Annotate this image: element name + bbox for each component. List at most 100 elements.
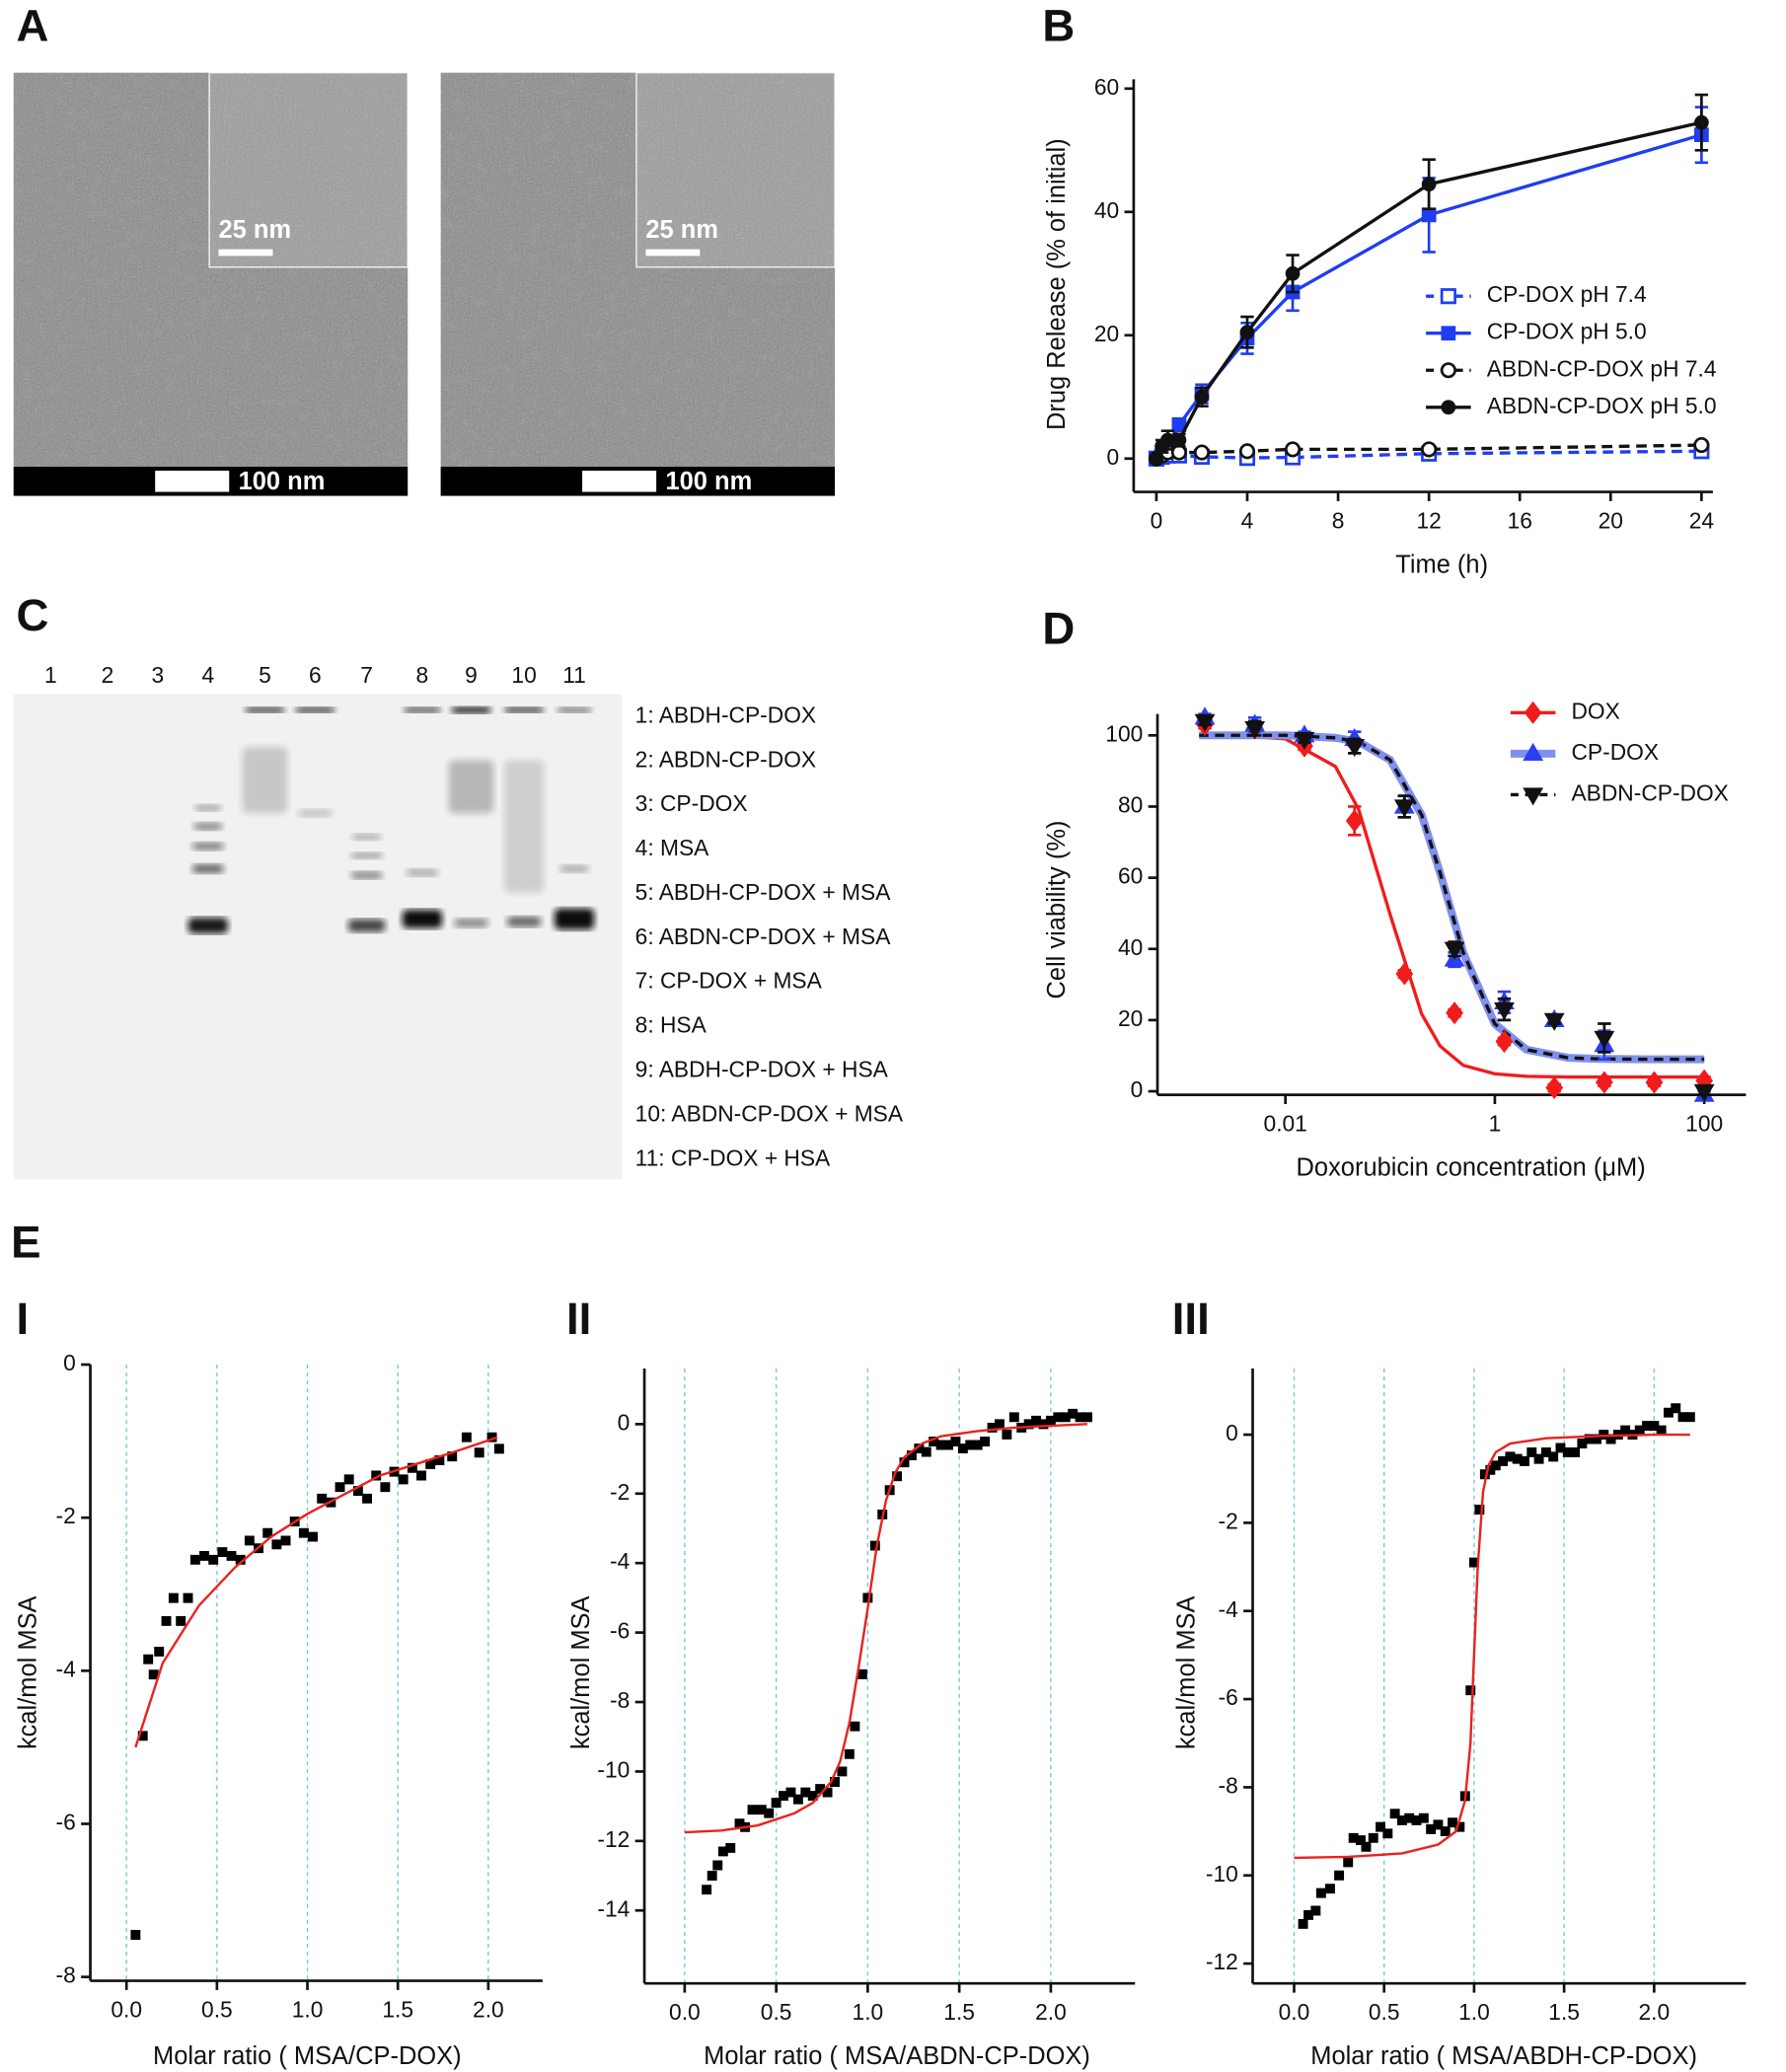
data-point [764, 1808, 775, 1818]
gel-band [191, 842, 224, 851]
y-tick-label: -14 [597, 1895, 630, 1921]
gel-band [194, 804, 222, 812]
data-point [1693, 437, 1710, 454]
gel-legend-entry: 3: CP-DOX [635, 790, 748, 816]
data-point [1149, 451, 1164, 467]
legend-label: ABDN-CP-DOX pH 7.4 [1487, 355, 1717, 381]
data-point [217, 1547, 228, 1558]
data-point [771, 1798, 781, 1809]
data-point [850, 1721, 860, 1732]
gel-legend-entry: 2: ABDN-CP-DOX [635, 746, 816, 772]
gel-band [350, 851, 383, 859]
x-tick-label: 1.5 [382, 1996, 413, 2022]
data-point [1694, 114, 1709, 130]
gel-band [350, 871, 383, 880]
y-tick-label: 40 [1118, 934, 1143, 960]
data-point [1284, 441, 1302, 458]
x-axis-label: Molar ratio ( MSA/CP-DOX) [153, 2042, 462, 2070]
y-tick-label: 60 [1118, 863, 1143, 889]
data-point [130, 1930, 141, 1940]
data-point [189, 1554, 200, 1565]
data-point [1545, 1075, 1564, 1099]
data-point [1495, 1029, 1514, 1054]
y-tick-label: 40 [1094, 197, 1119, 223]
gel-legend-entry: 9: ABDH-CP-DOX + HSA [635, 1057, 889, 1082]
y-tick-label: -8 [610, 1687, 630, 1713]
data-point [837, 1766, 848, 1777]
legend-marker [1440, 362, 1456, 379]
data-point [1395, 962, 1414, 986]
data-point [1361, 1841, 1372, 1852]
x-tick-label: 1.5 [1548, 1999, 1580, 2025]
data-point [1693, 1083, 1715, 1103]
gel-band [451, 706, 491, 714]
data-point [1170, 444, 1187, 461]
x-tick-label: 4 [1241, 507, 1254, 533]
gel-band [506, 916, 542, 927]
data-point [474, 1447, 484, 1458]
lane-label: 11 [562, 662, 586, 688]
panel-label: II [566, 1294, 591, 1344]
data-point [226, 1551, 237, 1561]
x-tick-label: 0.0 [669, 1999, 701, 2025]
data-point [208, 1554, 219, 1565]
data-point [1002, 1429, 1012, 1440]
gel-legend-entry: 6: ABDN-CP-DOX + MSA [635, 924, 892, 949]
data-point [280, 1535, 291, 1546]
gel-band [402, 910, 443, 928]
x-axis-label: Doxorubicin concentration (μM) [1297, 1153, 1646, 1181]
data-point [921, 1446, 931, 1457]
legend-marker [1441, 400, 1456, 415]
data-point [779, 1791, 789, 1802]
x-tick-label: 0.5 [1369, 1999, 1400, 2025]
lane-label: 6 [309, 662, 322, 688]
data-point [1520, 1455, 1529, 1466]
data-point [1426, 1823, 1437, 1834]
x-tick-label: 1 [1489, 1110, 1502, 1136]
data-point [1671, 1403, 1681, 1414]
data-point [747, 1805, 758, 1815]
data-point [1244, 721, 1266, 740]
y-tick-label: 20 [1118, 1005, 1143, 1031]
gel-band [503, 706, 545, 713]
gel-band [406, 868, 438, 877]
data-point [995, 1419, 1005, 1430]
data-point [183, 1592, 193, 1603]
gel-legend-entry: 10: ABDN-CP-DOX + MSA [635, 1100, 904, 1126]
data-point [1548, 1451, 1559, 1462]
lane-label: 2 [102, 662, 114, 688]
x-tick-label: 0.5 [201, 1996, 233, 2022]
y-axis-label: Cell viability (%) [1043, 821, 1071, 999]
data-point [1238, 443, 1256, 460]
legend-marker [1440, 288, 1456, 305]
gel-legend-entry: 11: CP-DOX + HSA [635, 1145, 831, 1170]
y-tick-label: -10 [1206, 1861, 1238, 1887]
data-point [702, 1885, 712, 1895]
x-tick-label: 1.0 [292, 1996, 324, 2022]
fit-curve [1294, 1433, 1690, 1860]
data-point [317, 1493, 328, 1504]
data-point [1421, 177, 1437, 192]
y-tick-label: 0 [1226, 1420, 1238, 1445]
y-tick-label: 0 [1131, 1076, 1144, 1102]
data-point [335, 1482, 345, 1493]
data-point [176, 1615, 186, 1626]
y-tick-label: 0 [618, 1409, 631, 1435]
panel-label: B [1042, 1, 1075, 51]
data-point [1396, 1814, 1407, 1825]
data-point [1343, 1857, 1354, 1868]
data-point [416, 1470, 426, 1481]
data-point [1543, 1012, 1565, 1031]
data-point [943, 1440, 953, 1450]
data-point [1570, 1446, 1581, 1457]
data-point [398, 1474, 409, 1485]
data-point [493, 1443, 504, 1454]
lane-label: 8 [416, 662, 429, 688]
tem-inset-noise [636, 72, 836, 267]
data-point [1444, 941, 1465, 960]
data-point [856, 1668, 867, 1679]
x-tick-label: 1.5 [943, 1999, 975, 2025]
x-tick-label: 0.0 [111, 1996, 142, 2022]
data-point [1303, 1910, 1314, 1920]
